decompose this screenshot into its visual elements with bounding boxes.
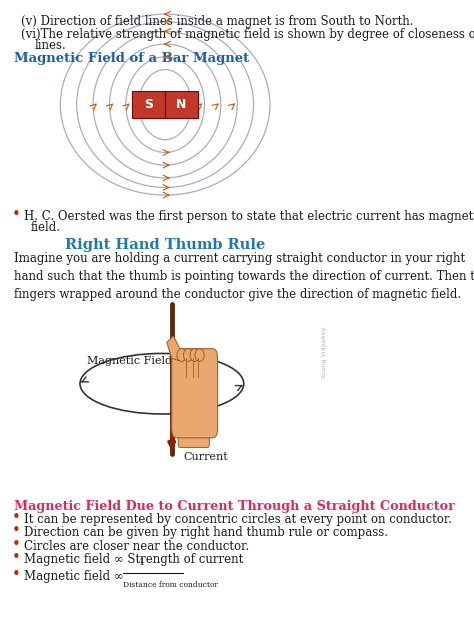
Text: N: N bbox=[176, 98, 187, 111]
Text: Current: Current bbox=[183, 452, 228, 462]
Text: •: • bbox=[12, 550, 20, 565]
FancyBboxPatch shape bbox=[178, 422, 210, 447]
Text: •: • bbox=[12, 510, 20, 525]
Text: Magnetic field ∞ Strength of current: Magnetic field ∞ Strength of current bbox=[24, 553, 244, 566]
Text: S: S bbox=[144, 98, 153, 111]
Text: •: • bbox=[12, 524, 20, 538]
Text: lines.: lines. bbox=[34, 39, 66, 52]
Text: Magnetic Field Due to Current Through a Straight Conductor: Magnetic Field Due to Current Through a … bbox=[15, 500, 456, 513]
Text: 1: 1 bbox=[139, 558, 146, 567]
Text: •: • bbox=[12, 537, 20, 552]
Ellipse shape bbox=[177, 349, 186, 362]
Text: (v) Direction of field lines inside a magnet is from South to North.: (v) Direction of field lines inside a ma… bbox=[21, 15, 413, 28]
FancyBboxPatch shape bbox=[172, 349, 218, 438]
Text: It can be represented by concentric circles at every point on conductor.: It can be represented by concentric circ… bbox=[24, 513, 452, 526]
Ellipse shape bbox=[190, 349, 199, 362]
Text: H. C. Oersted was the first person to state that electric current has magnetic: H. C. Oersted was the first person to st… bbox=[24, 210, 474, 223]
Text: •: • bbox=[12, 566, 20, 582]
Text: Magnetic field ∞: Magnetic field ∞ bbox=[24, 570, 124, 583]
Ellipse shape bbox=[183, 349, 192, 362]
Text: Imagine you are holding a current carrying straight conductor in your right
hand: Imagine you are holding a current carryi… bbox=[15, 252, 474, 301]
Text: •: • bbox=[12, 207, 20, 221]
Text: Right Hand Thumb Rule: Right Hand Thumb Rule bbox=[65, 239, 265, 252]
FancyBboxPatch shape bbox=[132, 92, 165, 118]
Text: Circles are closer near the conductor.: Circles are closer near the conductor. bbox=[24, 540, 250, 553]
Text: field.: field. bbox=[31, 221, 61, 234]
FancyBboxPatch shape bbox=[165, 92, 198, 118]
Text: (vi)The relative strength of magnetic field is shown by degree of closeness of f: (vi)The relative strength of magnetic fi… bbox=[21, 28, 474, 41]
Text: Scorig VidyaAiry: Scorig VidyaAiry bbox=[322, 326, 328, 378]
Text: Magnetic Field of a Bar Magnet: Magnetic Field of a Bar Magnet bbox=[15, 52, 250, 65]
Text: Direction can be given by right hand thumb rule or compass.: Direction can be given by right hand thu… bbox=[24, 527, 388, 540]
Text: Distance from conductor: Distance from conductor bbox=[123, 580, 218, 589]
Ellipse shape bbox=[195, 349, 204, 362]
Text: Magnetic Field: Magnetic Field bbox=[87, 356, 172, 367]
Polygon shape bbox=[167, 336, 185, 362]
